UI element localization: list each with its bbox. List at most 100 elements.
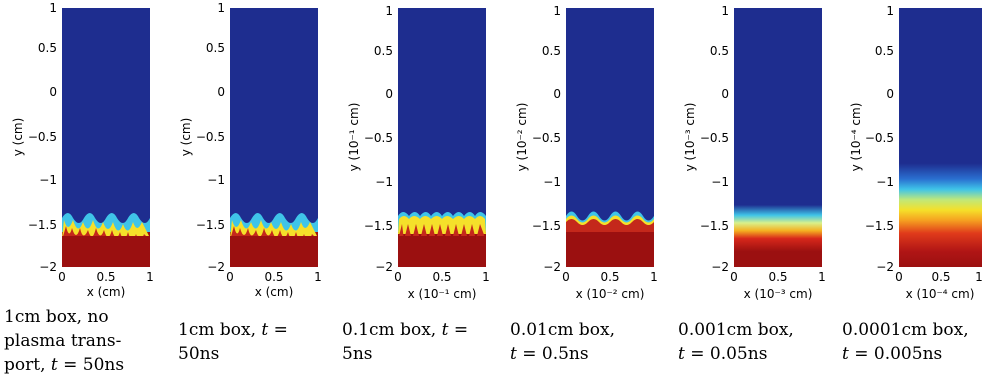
panel-2: 1 0.5 0 −0.5 −1 −1.5 −2 0 0.5 1 x (cm) y… (168, 0, 336, 383)
y-tick: −1.5 (364, 219, 393, 233)
interface-waves (566, 211, 654, 232)
y-tick: 1 (721, 4, 729, 18)
y-tick: 0 (49, 85, 57, 99)
y-tick: −1.5 (865, 219, 894, 233)
y-tick: −1 (375, 175, 393, 189)
y-tick: 1 (217, 1, 225, 15)
y-tick: 0.5 (38, 41, 57, 55)
x-axis-label: x (10⁻³ cm) (744, 287, 813, 301)
panel-5: 1 0.5 0 −0.5 −1 −1.5 −2 0 0.5 1 x (10⁻³ … (672, 0, 840, 383)
y-tick: −0.5 (700, 131, 729, 145)
plot-5: 1 0.5 0 −0.5 −1 −1.5 −2 0 0.5 1 x (10⁻³ … (683, 4, 826, 301)
x-tick: 0.5 (96, 270, 115, 284)
y-axis-label: y (10⁻² cm) (515, 103, 529, 172)
y-tick: 1 (553, 4, 561, 18)
caption-5: 0.001cm box, t = 0.05ns (678, 320, 794, 364)
x-tick: 0 (730, 270, 738, 284)
x-tick: 0 (226, 270, 234, 284)
y-tick-labels: 1 0.5 0 −0.5 −1 −1.5 −2 (196, 1, 225, 274)
plot-4: 1 0.5 0 −0.5 −1 −1.5 −2 0 0.5 1 x (10⁻² … (515, 4, 658, 301)
x-tick: 1 (314, 270, 322, 284)
y-tick: −0.5 (28, 130, 57, 144)
caption-3: 0.1cm box, t = 5ns (342, 320, 469, 364)
mixing-fingers (62, 213, 150, 242)
y-axis-label: y (10⁻⁴ cm) (849, 103, 863, 172)
field-diffuse (899, 8, 982, 267)
y-axis-label: y (10⁻³ cm) (683, 103, 697, 172)
x-tick: 1 (482, 270, 490, 284)
x-tick-labels: 0 0.5 1 (58, 270, 154, 284)
y-tick: 0.5 (206, 41, 225, 55)
x-tick: 1 (975, 270, 982, 284)
y-tick: 1 (49, 1, 57, 15)
rt-fingers (398, 212, 486, 242)
x-tick: 0.5 (600, 270, 619, 284)
y-tick: −0.5 (865, 131, 894, 145)
x-axis-label: x (10⁻¹ cm) (408, 287, 477, 301)
y-axis-label: y (cm) (179, 118, 193, 157)
x-tick: 0.5 (432, 270, 451, 284)
panel-3: 1 0.5 0 −0.5 −1 −1.5 −2 0 0.5 1 x (10⁻¹ … (336, 0, 504, 383)
y-tick: −2 (543, 260, 561, 274)
y-tick: −1 (876, 175, 894, 189)
y-tick: −1.5 (700, 219, 729, 233)
y-tick: 0 (217, 85, 225, 99)
panel-1: 1 0.5 0 −0.5 −1 −1.5 −2 0 0.5 1 x (cm) y… (0, 0, 168, 383)
y-tick: 0.5 (875, 44, 894, 58)
y-axis-label: y (cm) (11, 118, 25, 157)
y-tick: 0.5 (374, 44, 393, 58)
x-tick-labels: 0 0.5 1 (562, 270, 658, 284)
y-tick: −1 (711, 175, 729, 189)
mixing-fingers (230, 213, 318, 242)
y-tick: −2 (39, 260, 57, 274)
y-axis-label: y (10⁻¹ cm) (347, 103, 361, 172)
y-tick: 1 (385, 4, 393, 18)
y-tick: −0.5 (364, 131, 393, 145)
y-tick: 1 (886, 4, 894, 18)
panel-4: 1 0.5 0 −0.5 −1 −1.5 −2 0 0.5 1 x (10⁻² … (504, 0, 672, 383)
plot-3: 1 0.5 0 −0.5 −1 −1.5 −2 0 0.5 1 x (10⁻¹ … (347, 4, 490, 301)
caption-1: 1cm box, no plasma trans- port, t = 50ns (4, 307, 125, 375)
y-tick: −1.5 (28, 218, 57, 232)
panel-6: 1 0.5 0 −0.5 −1 −1.5 −2 0 0.5 1 x (10⁻⁴ … (840, 0, 982, 383)
y-tick: −1 (543, 175, 561, 189)
y-tick: 0 (721, 87, 729, 101)
y-tick: −1 (39, 173, 57, 187)
y-tick: −0.5 (196, 130, 225, 144)
x-tick: 0 (58, 270, 66, 284)
y-tick: −1.5 (532, 219, 561, 233)
x-axis-label: x (cm) (87, 285, 126, 299)
y-tick: 0 (886, 87, 894, 101)
x-tick: 0 (394, 270, 402, 284)
y-tick: 0 (553, 87, 561, 101)
y-tick: 0 (385, 87, 393, 101)
y-tick: −2 (711, 260, 729, 274)
y-tick-labels: 1 0.5 0 −0.5 −1 −1.5 −2 (28, 1, 57, 274)
x-tick-labels: 0 0.5 1 (394, 270, 490, 284)
x-tick: 1 (650, 270, 658, 284)
caption-4: 0.01cm box, t = 0.5ns (510, 320, 616, 364)
x-tick: 1 (146, 270, 154, 284)
x-tick: 0 (562, 270, 570, 284)
caption-2: 1cm box, t = 50ns (178, 320, 288, 364)
y-tick: −2 (207, 260, 225, 274)
y-tick-labels: 1 0.5 0 −0.5 −1 −1.5 −2 (364, 4, 393, 274)
y-tick-labels: 1 0.5 0 −0.5 −1 −1.5 −2 (700, 4, 729, 274)
x-axis-label: x (cm) (255, 285, 294, 299)
y-tick: 0.5 (710, 44, 729, 58)
x-tick: 0.5 (931, 270, 950, 284)
x-tick: 0.5 (264, 270, 283, 284)
plot-1: 1 0.5 0 −0.5 −1 −1.5 −2 0 0.5 1 x (cm) y… (11, 1, 154, 299)
y-tick-labels: 1 0.5 0 −0.5 −1 −1.5 −2 (532, 4, 561, 274)
x-tick: 0 (895, 270, 903, 284)
x-tick-labels: 0 0.5 1 (895, 270, 982, 284)
x-axis-label: x (10⁻⁴ cm) (906, 287, 975, 301)
x-axis-label: x (10⁻² cm) (576, 287, 645, 301)
y-tick-labels: 1 0.5 0 −0.5 −1 −1.5 −2 (865, 4, 894, 274)
plot-2: 1 0.5 0 −0.5 −1 −1.5 −2 0 0.5 1 x (cm) y… (179, 1, 322, 299)
x-tick-labels: 0 0.5 1 (730, 270, 826, 284)
y-tick: −2 (876, 260, 894, 274)
plot-6: 1 0.5 0 −0.5 −1 −1.5 −2 0 0.5 1 x (10⁻⁴ … (849, 4, 982, 301)
y-tick: −0.5 (532, 131, 561, 145)
